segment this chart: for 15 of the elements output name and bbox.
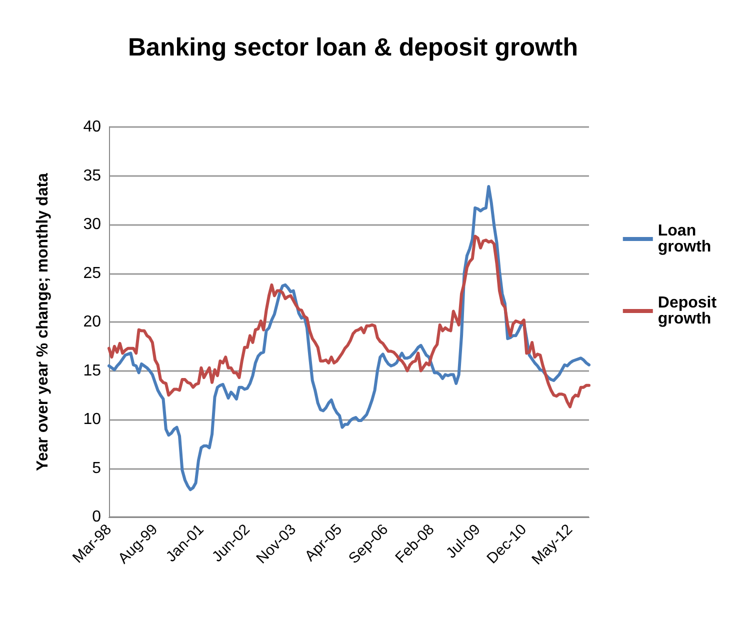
line-series <box>108 234 590 408</box>
chart-title: Banking sector loan & deposit growth <box>128 34 578 62</box>
y-tick-label: 25 <box>83 264 102 282</box>
y-tick-label: 0 <box>92 508 102 526</box>
y-tick-label: 15 <box>83 362 102 380</box>
y-tick-label: 35 <box>83 167 102 184</box>
legend-label: Deposit growth <box>658 294 722 328</box>
y-tick-label: 5 <box>92 460 102 477</box>
y-tick-label: 40 <box>83 118 102 136</box>
y-tick-label: 20 <box>83 314 102 330</box>
y-tick-label: 30 <box>83 216 102 233</box>
y-tick-label: 10 <box>83 411 102 428</box>
legend-label: Loan growth <box>658 222 712 256</box>
line-series <box>108 184 590 492</box>
y-axis-title: Year over year % change; monthly data <box>34 172 52 471</box>
